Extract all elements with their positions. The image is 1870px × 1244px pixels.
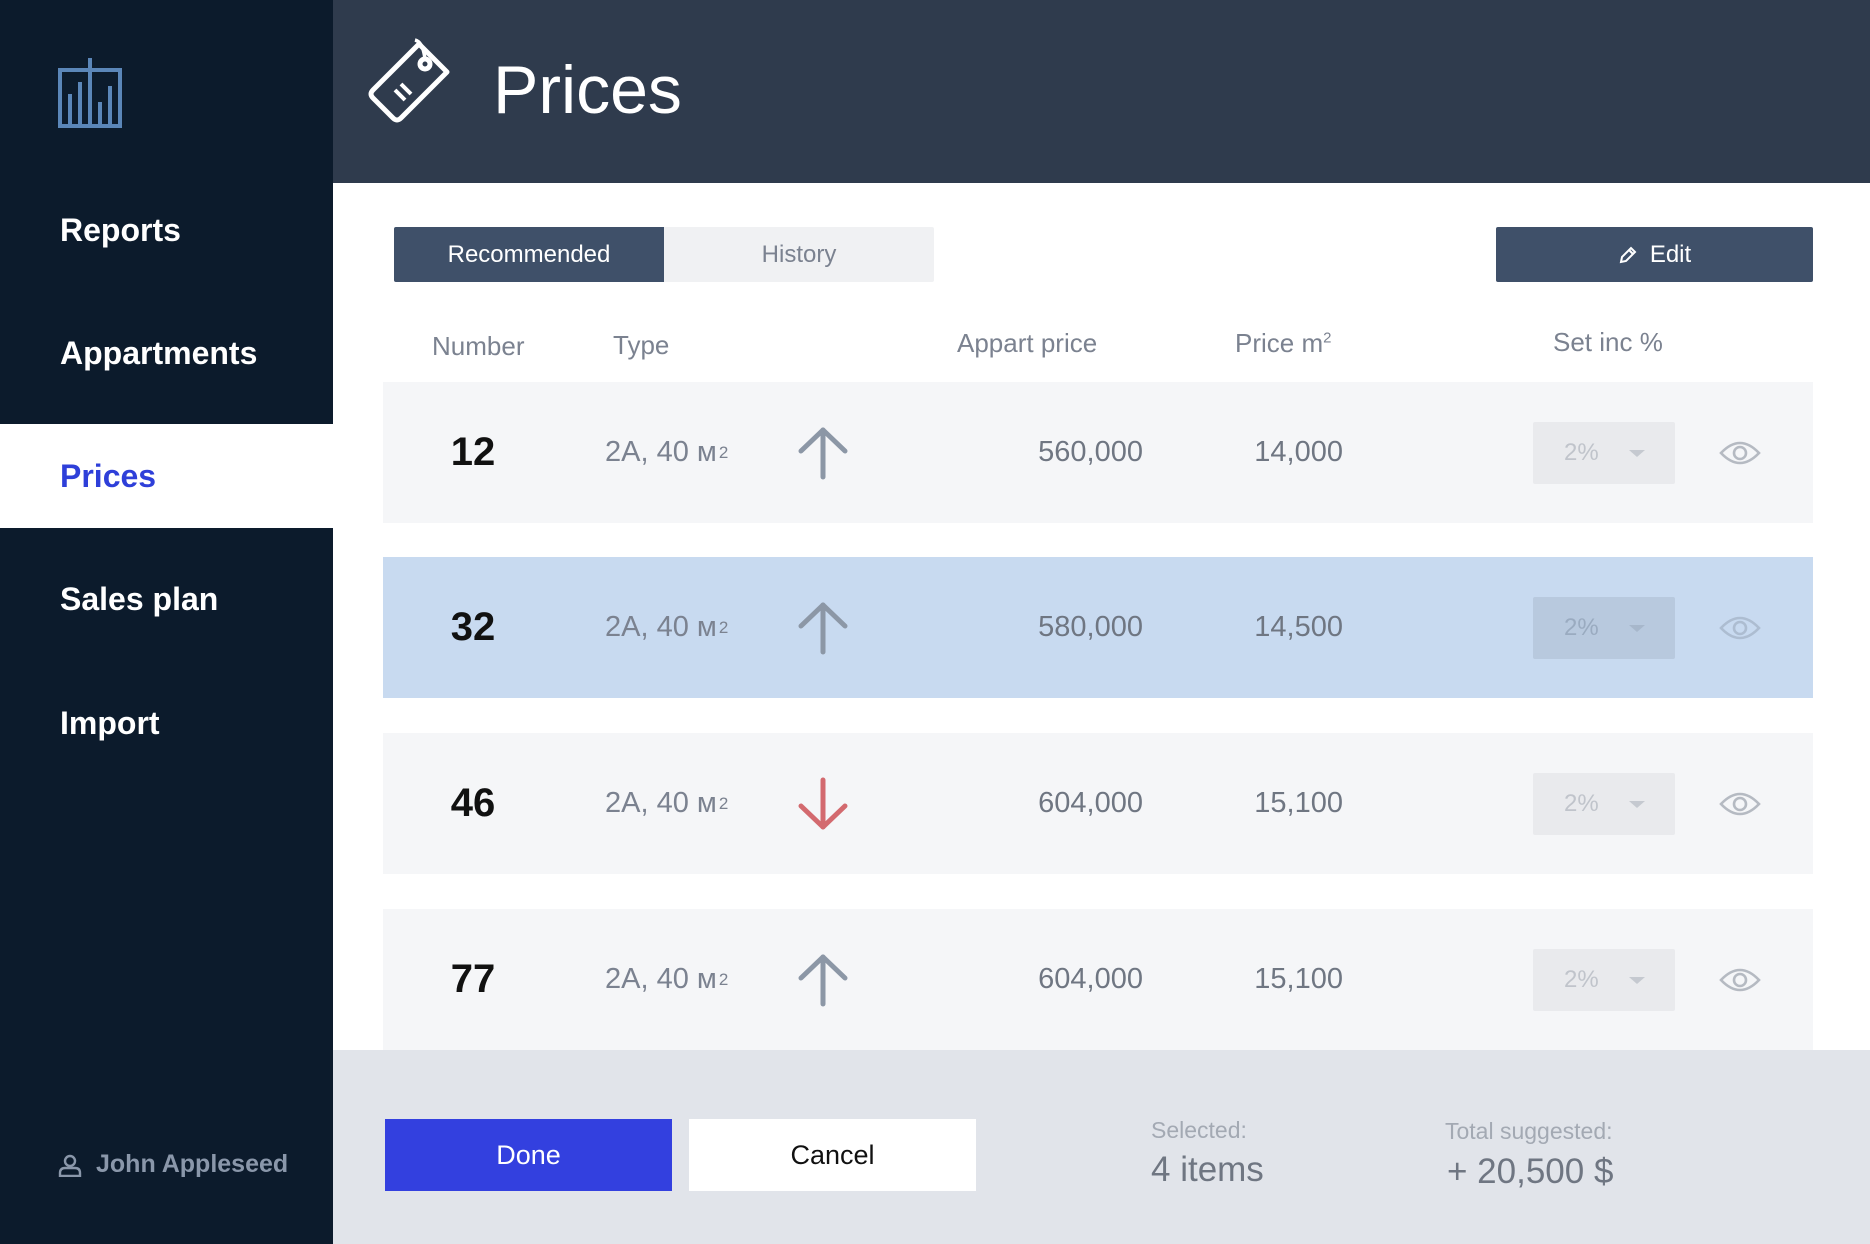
apartment-type-sup: 2 <box>718 793 729 813</box>
sidebar-item-label: Sales plan <box>60 580 219 617</box>
selected-count: 4 items <box>1151 1150 1264 1189</box>
inc-percent-select[interactable]: 2% <box>1533 596 1675 659</box>
trend-cell <box>795 557 851 698</box>
user-icon <box>58 1154 82 1177</box>
edit-button-label: Edit <box>1649 240 1692 268</box>
sidebar-item-label: Import <box>60 704 160 741</box>
edit-button[interactable]: Edit <box>1496 227 1813 282</box>
appart-price: 580,000 <box>1038 611 1143 643</box>
selected-label: Selected: <box>1151 1117 1247 1143</box>
page-title: Prices <box>493 52 682 128</box>
apartment-number: 46 <box>450 781 496 825</box>
price-per-m2: 15,100 <box>1254 787 1343 819</box>
sidebar: Reports Appartments Prices Sales plan Im… <box>0 0 333 1244</box>
inc-percent-value: 2% <box>1564 613 1599 641</box>
inc-select-cell: 2% <box>1533 382 1675 523</box>
inc-percent-select[interactable]: 2% <box>1533 772 1675 835</box>
sidebar-item-appartments[interactable]: Appartments <box>0 301 333 405</box>
apartment-type-text: 2А, 40 м <box>605 611 717 643</box>
appart-price: 604,000 <box>1038 963 1143 995</box>
column-header-price-m2: Price m2 <box>1235 328 1331 359</box>
sidebar-item-label: Appartments <box>60 334 258 371</box>
column-header-set-inc: Set inc % <box>1553 327 1663 357</box>
total-suggested-label: Total suggested: <box>1445 1118 1613 1144</box>
chevron-down-icon <box>1629 624 1645 632</box>
column-header-price-m2-text: Price m <box>1235 328 1324 358</box>
user-profile[interactable]: John Appleseed <box>58 1150 288 1179</box>
action-footer: Done Cancel Selected: 4 items Total sugg… <box>333 1050 1870 1244</box>
sidebar-item-label: Reports <box>60 211 181 248</box>
column-header-appart-price: Appart price <box>957 328 1098 358</box>
total-suggested-value: + 20,500 $ <box>1447 1152 1614 1191</box>
inc-percent-select[interactable]: 2% <box>1533 948 1675 1011</box>
chevron-down-icon <box>1629 449 1645 457</box>
view-tabs: Recommended History <box>394 227 934 282</box>
cancel-button[interactable]: Cancel <box>689 1119 976 1191</box>
arrow-up-icon <box>798 602 848 654</box>
apartment-type-sup: 2 <box>718 617 729 637</box>
trend-cell <box>795 909 851 1050</box>
eye-icon[interactable] <box>1719 790 1761 818</box>
price-tag-icon <box>368 38 450 123</box>
sidebar-item-prices[interactable]: Prices <box>0 424 333 528</box>
apartment-type-text: 2А, 40 м <box>605 787 717 819</box>
inc-percent-value: 2% <box>1564 789 1599 817</box>
apartment-number: 77 <box>450 957 496 1001</box>
tab-history[interactable]: History <box>761 240 837 268</box>
inc-select-cell: 2% <box>1533 733 1675 874</box>
price-per-m2: 15,100 <box>1254 963 1343 995</box>
apartment-type-sup: 2 <box>718 442 729 462</box>
inc-percent-value: 2% <box>1564 438 1599 466</box>
column-header-price-m2-sup: 2 <box>1323 329 1332 347</box>
user-name: John Appleseed <box>96 1150 289 1178</box>
chevron-down-icon <box>1629 976 1645 984</box>
trend-cell <box>795 382 851 523</box>
arrow-up-icon <box>798 427 848 479</box>
price-per-m2: 14,500 <box>1254 611 1343 643</box>
sidebar-item-reports[interactable]: Reports <box>0 178 333 282</box>
eye-cell <box>1719 557 1761 698</box>
appart-price: 560,000 <box>1038 436 1143 468</box>
eye-cell <box>1719 382 1761 523</box>
sidebar-item-import[interactable]: Import <box>0 671 333 775</box>
arrow-up-icon <box>798 954 848 1006</box>
tab-recommended[interactable]: Recommended <box>394 227 664 282</box>
eye-cell <box>1719 733 1761 874</box>
chevron-down-icon <box>1629 800 1645 808</box>
appart-price: 604,000 <box>1038 787 1143 819</box>
apartment-number: 32 <box>450 605 496 649</box>
apartment-number: 12 <box>450 430 496 474</box>
inc-select-cell: 2% <box>1533 557 1675 698</box>
apartment-type-text: 2А, 40 м <box>605 963 717 995</box>
page-header: Prices <box>333 0 1870 183</box>
main-content: Recommended History Edit Number Type App… <box>333 183 1870 1050</box>
apartment-type-sup: 2 <box>718 969 729 989</box>
sidebar-item-label: Prices <box>60 457 157 494</box>
column-header-number: Number <box>432 331 525 361</box>
sidebar-item-sales-plan[interactable]: Sales plan <box>0 547 333 651</box>
eye-icon[interactable] <box>1719 614 1761 642</box>
eye-icon[interactable] <box>1719 439 1761 467</box>
inc-percent-select[interactable]: 2% <box>1533 421 1675 484</box>
column-header-type: Type <box>613 330 670 360</box>
inc-select-cell: 2% <box>1533 909 1675 1050</box>
price-per-m2: 14,000 <box>1254 436 1343 468</box>
eye-icon[interactable] <box>1719 966 1761 994</box>
arrow-down-icon <box>798 777 848 829</box>
pencil-icon <box>1619 246 1637 263</box>
eye-cell <box>1719 909 1761 1050</box>
bar-chart-building-icon <box>58 58 122 128</box>
inc-percent-value: 2% <box>1564 965 1599 993</box>
trend-cell <box>795 733 851 874</box>
apartment-type-text: 2А, 40 м <box>605 436 717 468</box>
done-button[interactable]: Done <box>385 1119 672 1191</box>
